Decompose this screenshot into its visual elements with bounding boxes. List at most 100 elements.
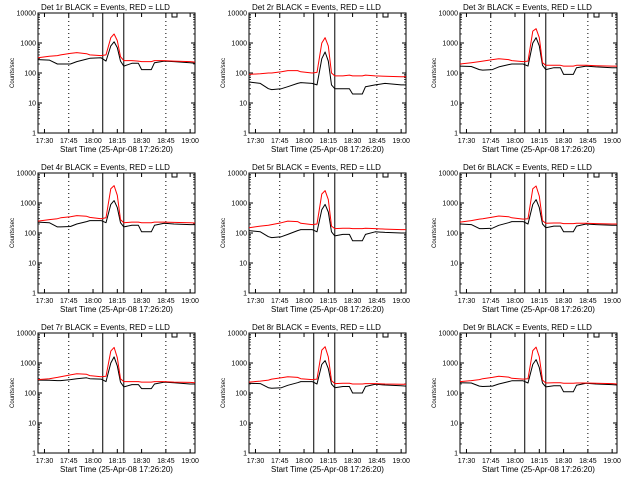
frame-marker bbox=[171, 333, 178, 338]
x-tick-label: 18:00 bbox=[295, 298, 313, 305]
events-series-line bbox=[37, 356, 195, 390]
y-tick-label: 100 bbox=[446, 231, 458, 238]
plot-frame bbox=[37, 12, 196, 134]
x-tick-label: 18:15 bbox=[109, 298, 127, 305]
x-tick-label: 19:00 bbox=[392, 138, 410, 145]
y-axis-label: Counts/sec bbox=[221, 378, 227, 408]
y-tick-label: 100 bbox=[446, 71, 458, 78]
y-tick-label: 1000 bbox=[231, 41, 247, 48]
lld-series-line bbox=[37, 346, 196, 384]
y-axis-label: Counts/sec bbox=[432, 58, 438, 88]
x-tick-label: 18:00 bbox=[295, 458, 313, 465]
lld-series-line bbox=[248, 190, 406, 231]
frame-marker bbox=[593, 333, 600, 338]
x-tick-label: 17:30 bbox=[247, 298, 265, 305]
panel-title: Det 2r BLACK = Events, RED = LLD bbox=[252, 3, 381, 12]
x-tick-label: 19:00 bbox=[181, 298, 199, 305]
x-tick-label: 18:15 bbox=[320, 138, 338, 145]
plot-frame bbox=[459, 172, 618, 294]
lld-series-line bbox=[459, 346, 618, 385]
y-axis-label: Counts/sec bbox=[10, 378, 16, 408]
lld-series-line bbox=[459, 28, 617, 67]
x-tick-label: 17:30 bbox=[458, 298, 476, 305]
x-tick-label: 19:00 bbox=[392, 458, 410, 465]
y-tick-label: 1000 bbox=[231, 361, 247, 368]
detector-panel: Det 8r BLACK = Events, RED = LLD 1 10 100 10… bbox=[221, 323, 410, 474]
x-tick-label: 18:30 bbox=[344, 138, 362, 145]
y-axis-label: Counts/sec bbox=[432, 218, 438, 248]
x-tick-label: 17:30 bbox=[36, 458, 54, 465]
x-tick-label: 19:00 bbox=[181, 458, 199, 465]
y-tick-label: 1 bbox=[32, 291, 36, 298]
y-tick-label: 10000 bbox=[228, 171, 248, 178]
frame-marker bbox=[382, 333, 389, 338]
x-tick-label: 17:30 bbox=[458, 458, 476, 465]
y-tick-label: 1000 bbox=[442, 41, 458, 48]
x-tick-label: 18:15 bbox=[531, 458, 549, 465]
x-tick-label: 18:15 bbox=[531, 138, 549, 145]
x-tick-label: 18:15 bbox=[320, 458, 338, 465]
plot-frame bbox=[37, 172, 196, 294]
y-tick-label: 1000 bbox=[20, 201, 36, 208]
y-tick-label: 1000 bbox=[20, 41, 36, 48]
y-axis-label: Counts/sec bbox=[432, 378, 438, 408]
x-tick-label: 18:30 bbox=[555, 138, 573, 145]
x-axis-label: Start Time (25-Apr-08 17:26:20) bbox=[482, 145, 595, 154]
lld-series-line bbox=[459, 185, 617, 225]
detector-panel: Det 1r BLACK = Events, RED = LLD 1 10 100 10… bbox=[10, 3, 199, 154]
x-axis-label: Start Time (25-Apr-08 17:26:20) bbox=[271, 305, 384, 314]
y-tick-label: 100 bbox=[235, 71, 247, 78]
x-tick-label: 19:00 bbox=[603, 298, 621, 305]
y-tick-label: 1 bbox=[243, 131, 247, 138]
y-tick-label: 10 bbox=[450, 261, 458, 268]
x-tick-label: 18:45 bbox=[579, 458, 597, 465]
x-tick-label: 19:00 bbox=[392, 298, 410, 305]
y-tick-label: 10 bbox=[239, 261, 247, 268]
detector-panel: Det 7r BLACK = Events, RED = LLD 1 10 100 10… bbox=[10, 323, 199, 474]
x-tick-label: 18:30 bbox=[555, 458, 573, 465]
detector-panel: Det 4r BLACK = Events, RED = LLD 1 10 100 10… bbox=[10, 163, 199, 314]
y-tick-label: 10000 bbox=[439, 331, 459, 338]
x-tick-label: 18:45 bbox=[368, 458, 386, 465]
y-tick-label: 1 bbox=[243, 451, 247, 458]
y-tick-label: 1000 bbox=[442, 201, 458, 208]
plot-frame bbox=[459, 332, 618, 454]
y-tick-label: 10000 bbox=[17, 171, 37, 178]
frame-marker bbox=[382, 13, 389, 18]
detector-panel: Det 5r BLACK = Events, RED = LLD 1 10 100 10… bbox=[221, 163, 410, 314]
x-tick-label: 17:30 bbox=[247, 138, 265, 145]
x-tick-label: 18:00 bbox=[506, 138, 524, 145]
x-tick-label: 18:15 bbox=[320, 298, 338, 305]
frame-marker bbox=[171, 13, 178, 18]
events-series-line bbox=[248, 51, 406, 95]
x-tick-label: 18:45 bbox=[368, 298, 386, 305]
x-tick-label: 18:45 bbox=[579, 298, 597, 305]
lld-series-line bbox=[248, 346, 406, 385]
y-tick-label: 1 bbox=[32, 131, 36, 138]
lld-series-line bbox=[37, 33, 196, 63]
y-tick-label: 1000 bbox=[231, 201, 247, 208]
y-tick-label: 100 bbox=[24, 71, 36, 78]
frame-marker bbox=[382, 173, 389, 178]
x-tick-label: 18:00 bbox=[84, 458, 102, 465]
x-axis-label: Start Time (25-Apr-08 17:26:20) bbox=[271, 465, 384, 474]
x-tick-label: 18:00 bbox=[506, 458, 524, 465]
x-tick-label: 18:30 bbox=[555, 298, 573, 305]
events-series-line bbox=[248, 360, 407, 394]
y-tick-label: 10000 bbox=[439, 171, 459, 178]
detector-panel: Det 2r BLACK = Events, RED = LLD 1 10 100 10… bbox=[221, 3, 410, 154]
x-tick-label: 18:00 bbox=[506, 298, 524, 305]
y-tick-label: 10000 bbox=[17, 11, 37, 18]
y-tick-label: 10000 bbox=[228, 11, 248, 18]
lld-series-line bbox=[248, 37, 406, 78]
x-tick-label: 17:45 bbox=[482, 458, 500, 465]
plot-frame bbox=[248, 332, 407, 454]
x-tick-label: 19:00 bbox=[603, 138, 621, 145]
y-axis-label: Counts/sec bbox=[221, 218, 227, 248]
y-axis-label: Counts/sec bbox=[221, 58, 227, 88]
plot-frame bbox=[248, 172, 407, 294]
lld-series-line bbox=[37, 185, 196, 224]
y-tick-label: 1 bbox=[454, 291, 458, 298]
events-series-line bbox=[37, 41, 196, 71]
panel-title: Det 7r BLACK = Events, RED = LLD bbox=[41, 323, 170, 332]
